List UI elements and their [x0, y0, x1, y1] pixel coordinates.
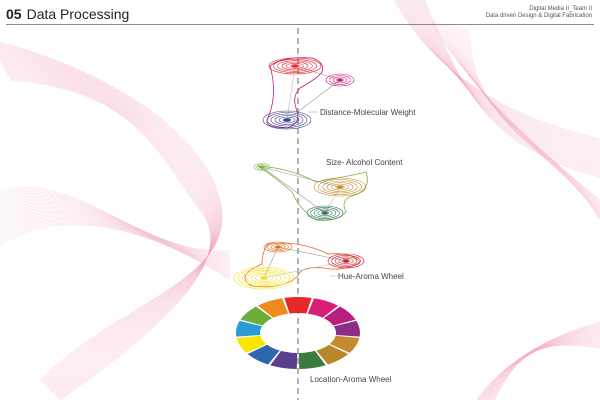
n7-ring [270, 244, 286, 250]
distance-node-group [262, 57, 355, 130]
distance-link-1 [294, 65, 341, 81]
n9-ring [246, 271, 282, 285]
node-yellow [233, 266, 295, 290]
wheel-segment [298, 350, 326, 369]
label-location: Location-Aroma Wheel [310, 375, 392, 384]
n3-ring [262, 110, 312, 130]
wheel-segment [247, 344, 280, 365]
n3-ring [278, 116, 296, 124]
wheel-segment [284, 297, 312, 314]
n2-core [337, 78, 343, 82]
section-title: Data Processing [26, 6, 130, 22]
node-crimson [327, 253, 365, 269]
header: 05 Data Processing Digital Media II_Team … [6, 6, 594, 24]
subtitle-line-2: Data driven Design & Digital Fabrication [485, 13, 592, 19]
n3-ring [274, 115, 300, 125]
node-gold [313, 177, 367, 197]
size-link-2 [261, 166, 326, 214]
n2-ring [325, 73, 355, 87]
n9-ring [250, 272, 278, 284]
n6-ring [306, 205, 344, 221]
n5-core [337, 185, 343, 189]
node-magenta [325, 73, 355, 87]
n1-ring [268, 57, 322, 75]
n1-ring [286, 63, 304, 69]
n1-ring [277, 60, 313, 72]
n6-ring [317, 209, 333, 217]
wheel-segment [270, 350, 298, 369]
n7-ring [263, 241, 293, 253]
n1-core [292, 64, 298, 68]
n9-ring [255, 274, 273, 282]
n5-ring [313, 177, 367, 197]
n7-core [275, 245, 281, 249]
n2-ring [329, 75, 351, 85]
subtitle-line-1: Digital Media II_Team II [529, 6, 592, 12]
wheel-segment [240, 306, 273, 326]
size-node-group [253, 163, 368, 221]
wheel-segment [307, 298, 339, 318]
n2-ring [332, 76, 348, 84]
hue-link-3 [263, 260, 347, 279]
n7-ring [267, 242, 289, 252]
node-red [268, 57, 322, 75]
node-blue-violet [262, 110, 312, 130]
n5-ring [322, 180, 358, 194]
n8-ring [338, 257, 354, 265]
section-number: 05 [6, 6, 22, 22]
wheel-segment [236, 320, 263, 337]
n4-ring [253, 163, 271, 171]
n5-ring [318, 179, 362, 195]
n2-ring [336, 78, 344, 82]
n8-core [343, 259, 349, 263]
hue-link-1 [277, 246, 347, 262]
page-title: 05 Data Processing [6, 6, 129, 22]
n1-ring [281, 61, 309, 71]
n8-ring [334, 256, 358, 266]
hue-link-outline [244, 242, 361, 288]
n3-core [284, 118, 290, 122]
n1-ring [273, 59, 317, 73]
label-size: Size- Alcohol Content [326, 158, 403, 167]
wheel-segment [323, 306, 356, 326]
n4-ring [259, 165, 265, 169]
aroma-color-wheel [236, 297, 360, 369]
n6-ring [313, 208, 337, 218]
n6-core [322, 211, 328, 215]
wheel-segment [316, 344, 349, 365]
header-rule [6, 24, 594, 25]
n9-core [261, 276, 267, 280]
wheel-segment [236, 335, 267, 353]
label-hue: Hue-Aroma Wheel [338, 272, 404, 281]
n8-ring [331, 255, 361, 267]
hue-node-group [233, 241, 365, 290]
n9-ring [233, 266, 295, 290]
wheel-segment [257, 298, 289, 318]
n3-ring [270, 113, 304, 127]
node-green [253, 163, 271, 171]
label-distance: Distance-Molecular Weight [320, 108, 416, 117]
size-link-1 [261, 166, 341, 188]
wheel-segment [329, 335, 360, 353]
wheel-segment [333, 320, 360, 337]
header-subtitle: Digital Media II_Team II Data driven Des… [486, 6, 592, 20]
n4-ring [256, 164, 268, 170]
n9-ring [237, 268, 291, 288]
n5-ring [326, 182, 354, 192]
n9-ring [242, 269, 286, 287]
node-orange [263, 241, 293, 253]
n6-ring [310, 207, 340, 219]
node-teal [306, 205, 344, 221]
size-link-outline [257, 165, 368, 221]
n8-ring [327, 253, 365, 269]
n4-core [260, 165, 264, 169]
n5-ring [331, 183, 349, 191]
n3-ring [266, 112, 308, 128]
